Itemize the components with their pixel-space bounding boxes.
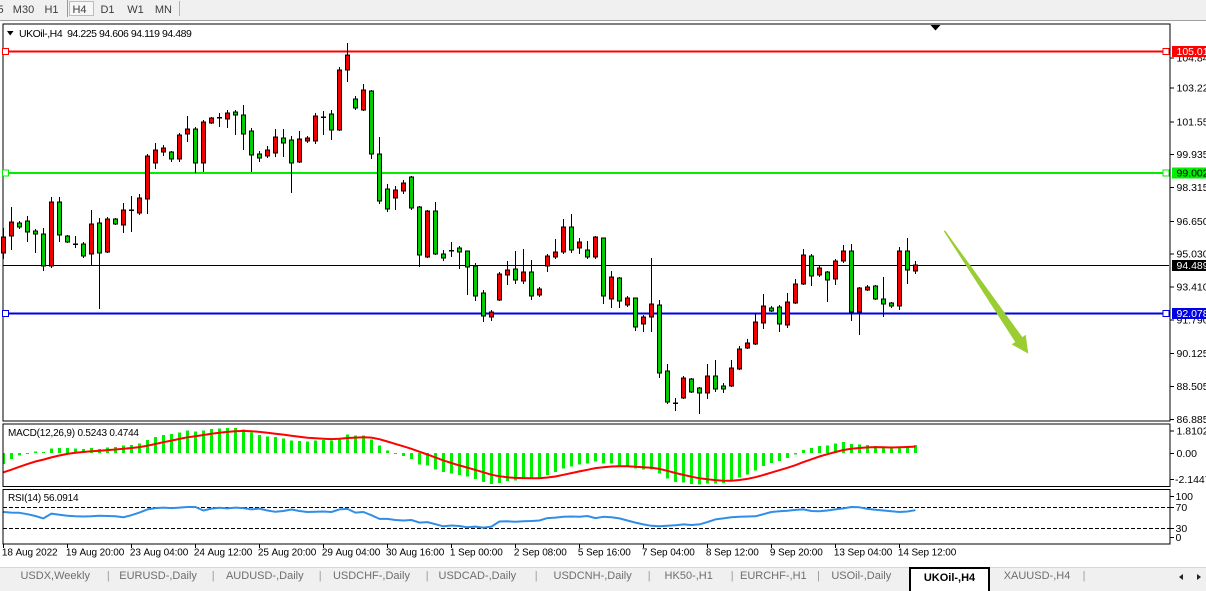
svg-text:0.00: 0.00 (1177, 448, 1198, 460)
svg-text:UKOil-,H4 94.225 94.606 94.11: UKOil-,H4 94.225 94.606 94.119 94.489 (19, 28, 192, 40)
svg-text:30 Aug 16:00: 30 Aug 16:00 (386, 548, 445, 559)
svg-text:7 Sep 04:00: 7 Sep 04:00 (642, 548, 695, 559)
svg-text:14 Sep 12:00: 14 Sep 12:00 (898, 548, 957, 559)
svg-text:100: 100 (1176, 491, 1194, 503)
svg-text:90.125: 90.125 (1177, 348, 1206, 360)
svg-text:105.015: 105.015 (1177, 46, 1206, 58)
svg-text:13 Sep 04:00: 13 Sep 04:00 (834, 548, 893, 559)
svg-text:94.489: 94.489 (1177, 260, 1206, 272)
svg-text:98.315: 98.315 (1177, 182, 1206, 194)
svg-text:1 Sep 00:00: 1 Sep 00:00 (450, 548, 503, 559)
svg-text:18 Aug 2022: 18 Aug 2022 (2, 548, 58, 559)
svg-text:70: 70 (1176, 502, 1188, 514)
svg-text:30: 30 (1176, 523, 1188, 535)
svg-text:96.650: 96.650 (1177, 216, 1206, 228)
svg-text:93.410: 93.410 (1177, 282, 1206, 294)
svg-text:103.220: 103.220 (1177, 83, 1206, 95)
svg-text:0: 0 (1176, 532, 1182, 544)
svg-text:99.002: 99.002 (1177, 167, 1206, 179)
svg-text:24 Aug 12:00: 24 Aug 12:00 (194, 548, 253, 559)
svg-text:23 Aug 04:00: 23 Aug 04:00 (130, 548, 189, 559)
svg-text:95.030: 95.030 (1177, 249, 1206, 261)
svg-text:8 Sep 12:00: 8 Sep 12:00 (706, 548, 759, 559)
svg-text:19 Aug 20:00: 19 Aug 20:00 (66, 548, 125, 559)
svg-text:-2.1447: -2.1447 (1175, 474, 1206, 486)
svg-text:RSI(14) 56.0914: RSI(14) 56.0914 (8, 493, 79, 504)
svg-text:9 Sep 20:00: 9 Sep 20:00 (770, 548, 823, 559)
svg-text:5 Sep 16:00: 5 Sep 16:00 (578, 548, 631, 559)
svg-text:88.505: 88.505 (1177, 381, 1206, 393)
svg-text:MACD(12,26,9) 0.5243 0.4744: MACD(12,26,9) 0.5243 0.4744 (8, 428, 139, 439)
svg-text:1.8102: 1.8102 (1177, 426, 1206, 438)
svg-text:99.935: 99.935 (1177, 149, 1206, 161)
svg-text:92.078: 92.078 (1177, 308, 1206, 320)
svg-text:2 Sep 08:00: 2 Sep 08:00 (514, 548, 567, 559)
svg-text:29 Aug 04:00: 29 Aug 04:00 (322, 548, 381, 559)
svg-text:101.555: 101.555 (1177, 116, 1206, 128)
svg-text:25 Aug 20:00: 25 Aug 20:00 (258, 548, 317, 559)
svg-text:86.885: 86.885 (1177, 414, 1206, 426)
